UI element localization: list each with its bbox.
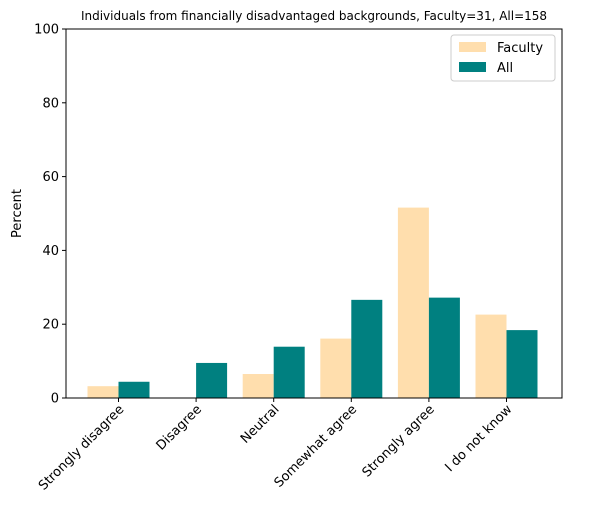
bar-all-2 bbox=[196, 362, 228, 398]
legend-swatch-faculty bbox=[459, 42, 486, 52]
legend-label-all: All bbox=[497, 61, 513, 76]
bar-all-1 bbox=[118, 381, 150, 398]
x-tick-label: Somewhat agree bbox=[272, 402, 361, 491]
plot-frame bbox=[65, 28, 563, 399]
legend-swatch-all bbox=[459, 62, 486, 72]
bar-all-5 bbox=[428, 297, 460, 398]
bar-all-3 bbox=[273, 346, 305, 398]
legend-label-faculty: Faculty bbox=[497, 41, 543, 56]
bar-all-6 bbox=[506, 330, 538, 398]
y-tick-label: 60 bbox=[42, 170, 59, 185]
bar-faculty-3 bbox=[242, 374, 274, 398]
y-tick-label: 20 bbox=[42, 318, 59, 333]
x-tick-label: Strongly disagree bbox=[36, 402, 127, 493]
bar-faculty-6 bbox=[475, 314, 507, 398]
legend: Faculty All bbox=[450, 34, 556, 82]
x-tick-label: I do not know bbox=[442, 402, 515, 475]
bar-faculty-1 bbox=[87, 386, 119, 398]
y-tick-label: 100 bbox=[34, 23, 59, 38]
bar-all-4 bbox=[351, 299, 383, 398]
bar-faculty-5 bbox=[397, 207, 429, 398]
y-tick-label: 80 bbox=[42, 96, 59, 111]
y-axis-label: Percent bbox=[10, 189, 25, 238]
x-tick-label: Disagree bbox=[154, 402, 205, 453]
plot-area: 0 20 40 60 80 100 Strongly disagree Disagree Neu… bbox=[34, 23, 563, 494]
y-tick-label: 0 bbox=[51, 392, 59, 407]
y-tick-label: 40 bbox=[42, 244, 59, 259]
bar-faculty-4 bbox=[320, 338, 352, 398]
x-tick-label: Strongly agree bbox=[360, 402, 438, 480]
chart-title: Individuals from financially disadvantag… bbox=[81, 9, 547, 23]
x-tick-label: Neutral bbox=[238, 402, 283, 447]
